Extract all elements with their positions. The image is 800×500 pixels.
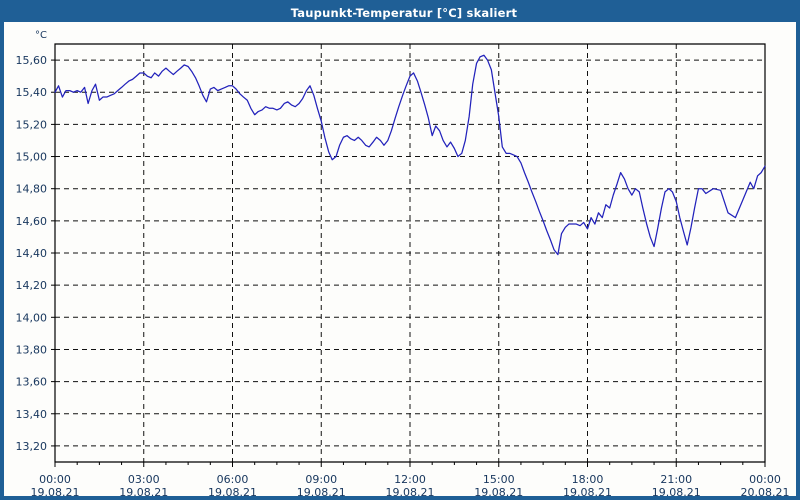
- y-axis-unit-label: °C: [35, 30, 47, 41]
- y-axis-tick-label: 13,20: [16, 440, 48, 453]
- x-axis-date-label: 19.08.21: [474, 486, 523, 496]
- x-axis-time-label: 06:00: [217, 473, 249, 486]
- x-axis-date-label: 20.08.21: [741, 486, 790, 496]
- x-axis-date-label: 19.08.21: [386, 486, 435, 496]
- x-axis-time-label: 15:00: [483, 473, 515, 486]
- y-axis-tick-label: 13,80: [16, 343, 48, 356]
- x-axis-date-label: 19.08.21: [652, 486, 701, 496]
- plot-border: [54, 43, 766, 463]
- x-axis-time-label: 09:00: [305, 473, 337, 486]
- y-axis-tick-label: 14,20: [16, 279, 48, 292]
- y-axis-tick-label: 14,00: [16, 311, 48, 324]
- line-chart: 15,60 15,40 15,20 15,00 14,80 14,60 14,40 14,20…: [4, 22, 796, 496]
- x-axis-date-label: 19.08.21: [297, 486, 346, 496]
- x-axis-time-label: 12:00: [394, 473, 426, 486]
- window-title-bar: Taupunkt-Temperatur [°C] skaliert: [4, 4, 796, 22]
- chart-canvas: 15,60 15,40 15,20 15,00 14,80 14,60 14,40 14,20…: [4, 22, 796, 496]
- x-axis-time-label: 03:00: [128, 473, 160, 486]
- data-series: [54, 54, 766, 256]
- y-axis-tick-label: 13,40: [16, 408, 48, 421]
- x-axis-time-label: 21:00: [660, 473, 692, 486]
- x-axis-date-label: 19.08.21: [119, 486, 168, 496]
- y-axis-tick-label: 15,60: [16, 54, 48, 67]
- tick-marks: [51, 59, 766, 467]
- x-axis-time-label: 18:00: [572, 473, 604, 486]
- page-title: Taupunkt-Temperatur [°C] skaliert: [290, 6, 518, 20]
- x-axis-date-label: 19.08.21: [31, 486, 80, 496]
- y-axis-tick-label: 14,80: [16, 183, 48, 196]
- x-axis-date-label: 19.08.21: [563, 486, 612, 496]
- y-axis-tick-label: 14,40: [16, 247, 48, 260]
- y-axis-tick-label: 15,00: [16, 151, 48, 164]
- grid-lines: [55, 44, 765, 462]
- y-axis-unit: °C: [35, 30, 47, 41]
- x-axis-time-label: 00:00: [39, 473, 71, 486]
- y-axis-tick-label: 15,20: [16, 118, 48, 131]
- y-axis-tick-label: 14,60: [16, 215, 48, 228]
- y-axis-tick-label: 13,60: [16, 376, 48, 389]
- y-axis-tick-label: 15,40: [16, 86, 48, 99]
- plot-background: [4, 22, 796, 496]
- x-axis-time-label: 00:00: [749, 473, 781, 486]
- x-axis-date-label: 19.08.21: [208, 486, 257, 496]
- x-axis-labels: 00:0019.08.2103:0019.08.2106:0019.08.210…: [31, 473, 790, 496]
- plot-frame: [54, 43, 766, 463]
- y-axis-labels: 15,60 15,40 15,20 15,00 14,80 14,60 14,40 14,20…: [16, 54, 48, 453]
- series-line: [54, 54, 766, 256]
